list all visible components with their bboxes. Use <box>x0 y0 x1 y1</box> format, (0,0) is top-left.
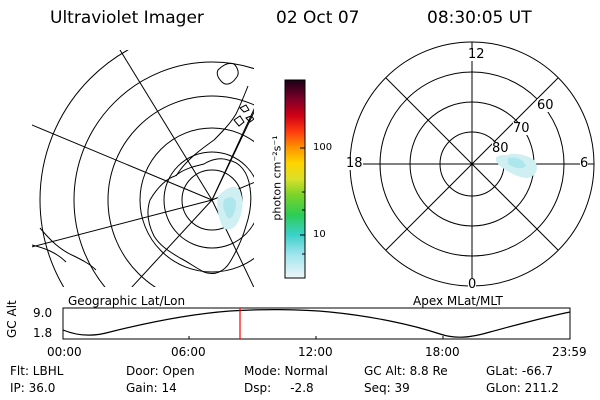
altitude-curve <box>62 309 571 338</box>
south-america-tip <box>216 63 239 85</box>
ip-info: IP: 36.0 <box>10 381 56 395</box>
altitude-ytick: 1.8 <box>33 326 53 340</box>
time-axis-tick: 00:00 <box>47 345 82 359</box>
mlt-label-0: 0 <box>468 277 477 292</box>
meridian <box>211 110 254 201</box>
coastline-fragment <box>39 227 97 271</box>
left-panel-label: Geographic Lat/Lon <box>68 294 186 308</box>
lat-circle <box>139 127 254 273</box>
gain-info: Gain: 14 <box>126 381 177 395</box>
time-axis-tick: 12:00 <box>298 345 333 359</box>
peninsula-islands <box>233 104 250 127</box>
lat-circle <box>107 95 254 287</box>
antarctic-peninsula <box>175 85 249 177</box>
time-axis-tick: 06:00 <box>171 345 206 359</box>
time-axis-tick: 18:00 <box>425 345 460 359</box>
time-axis-tick: 23:59 <box>552 345 587 359</box>
seq-info: Seq: 39 <box>364 381 410 395</box>
glon-info: GLon: 211.2 <box>486 381 559 395</box>
auroral-emission-right <box>508 157 526 169</box>
lat-circle <box>163 151 254 249</box>
coastline-fragment <box>32 244 67 263</box>
auroral-emission-left <box>223 197 236 219</box>
colorbar-tick-label: 100 <box>313 142 333 153</box>
right-panel-label: Apex MLat/MLT <box>413 294 503 308</box>
glat-info: GLat: -66.7 <box>486 364 553 378</box>
mlat-label-70: 70 <box>513 121 530 136</box>
mlt-label-6: 6 <box>580 156 589 171</box>
colorbar-tick-label: 10 <box>313 229 326 240</box>
meridian <box>119 50 213 201</box>
antarctica-coastline <box>147 158 252 275</box>
falkland-island <box>245 115 254 123</box>
door-info: Door: Open <box>126 364 195 378</box>
meridian <box>131 199 213 287</box>
dsp-info: Dsp: -2.8 <box>244 381 314 395</box>
filter-info: Flt: LBHL <box>10 364 64 378</box>
meridian <box>32 199 213 248</box>
mlt-label-18: 18 <box>346 156 363 171</box>
timeline-frame <box>62 307 571 340</box>
altitude-ytick: 9.0 <box>33 306 53 320</box>
mlat-label-60: 60 <box>537 98 554 113</box>
mlat-label-80: 80 <box>492 141 509 156</box>
mode-info: Mode: Normal <box>244 364 328 378</box>
meridian <box>32 124 213 201</box>
gc-alt-info: GC Alt: 8.8 Re <box>364 364 448 378</box>
lat-circle <box>39 50 129 287</box>
instrument-title: Ultraviolet Imager <box>50 8 204 28</box>
mlt-meridian <box>385 77 559 251</box>
observation-date: 02 Oct 07 <box>276 8 360 28</box>
altitude-ylabel: GC Alt <box>5 300 19 338</box>
observation-time: 08:30:05 UT <box>427 8 532 28</box>
mlt-label-12: 12 <box>468 47 485 62</box>
colorbar-gradient <box>284 79 306 279</box>
lat-circle <box>73 61 254 287</box>
